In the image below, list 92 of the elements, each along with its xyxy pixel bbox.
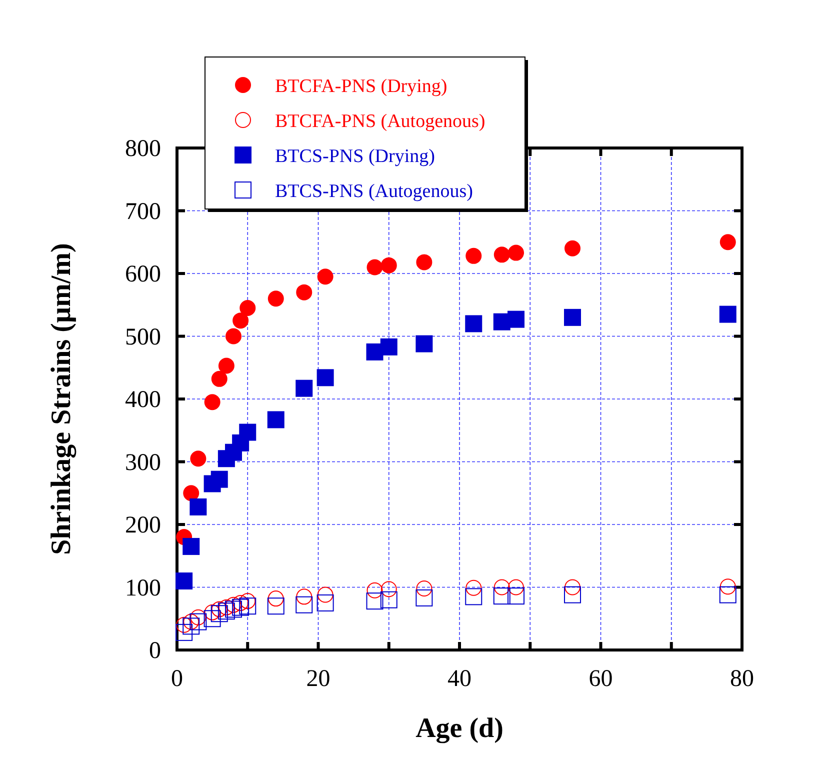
point [494, 246, 510, 263]
point [226, 596, 242, 613]
point [268, 590, 284, 607]
point [508, 244, 524, 261]
x-tick-label: 80 [730, 666, 754, 692]
point [182, 538, 200, 555]
point [240, 593, 256, 610]
y-tick-label: 0 [149, 638, 161, 664]
point [232, 312, 249, 329]
point [176, 572, 193, 590]
x-axis-title: Age (d) [416, 713, 504, 744]
point [176, 616, 192, 633]
point [190, 609, 206, 626]
point [416, 589, 433, 606]
point [317, 268, 334, 285]
point [508, 588, 524, 605]
point [211, 370, 228, 387]
point [316, 594, 334, 612]
legend-label: BTCS-PNS (Drying) [275, 146, 435, 167]
point [366, 259, 383, 276]
x-tick-label: 40 [448, 666, 472, 692]
point [493, 588, 510, 605]
point [719, 306, 736, 323]
y-axis-title: Shrinkage Strains (µm/m) [46, 243, 77, 555]
point [465, 588, 482, 606]
point [218, 599, 234, 616]
point [380, 591, 398, 608]
y-tick-label: 500 [125, 324, 161, 350]
point [183, 485, 200, 502]
point [380, 581, 397, 598]
point [296, 596, 313, 614]
y-tick-label: 800 [125, 136, 161, 162]
point [204, 604, 220, 620]
y-tick-label: 700 [125, 198, 161, 225]
point [183, 614, 200, 630]
point [465, 315, 482, 332]
point [719, 586, 736, 604]
point [204, 394, 220, 410]
point [218, 602, 235, 620]
point [225, 600, 242, 618]
point [416, 580, 432, 597]
point [317, 586, 334, 603]
point [720, 578, 736, 595]
point [176, 624, 193, 641]
point [190, 498, 207, 516]
point [416, 254, 432, 270]
point [366, 592, 384, 610]
point [239, 424, 256, 441]
point [380, 257, 397, 274]
point [240, 300, 256, 316]
point [232, 598, 250, 616]
point [218, 358, 234, 374]
point [296, 380, 313, 397]
point [564, 586, 581, 604]
y-tick-label: 100 [125, 575, 161, 602]
point [190, 613, 207, 630]
point [466, 248, 482, 264]
point [366, 582, 383, 598]
legend-label: BTCS-PNS (Autogenous) [275, 181, 473, 202]
point [508, 310, 524, 328]
point [296, 588, 312, 605]
point [226, 328, 242, 344]
y-tick-label: 300 [125, 450, 161, 476]
legend-label: BTCFA-PNS (Autogenous) [275, 111, 486, 132]
point [204, 610, 221, 628]
x-tick-label: 0 [171, 666, 183, 692]
point [239, 598, 256, 615]
point [564, 240, 580, 256]
point [190, 450, 206, 467]
point [466, 580, 482, 596]
y-tick-label: 600 [125, 262, 161, 288]
legend-label: BTCFA-PNS (Drying) [275, 76, 448, 97]
x-tick-label: 60 [588, 666, 613, 692]
point [267, 411, 284, 428]
point [316, 369, 334, 386]
y-tick-label: 200 [125, 512, 161, 538]
point [182, 618, 200, 635]
point [296, 284, 312, 300]
point [508, 579, 524, 596]
point [232, 594, 249, 611]
point [494, 579, 510, 596]
y-tick-label: 400 [125, 387, 161, 413]
point [210, 605, 228, 622]
point [564, 579, 580, 596]
point [564, 308, 581, 326]
x-tick-label: 20 [306, 666, 330, 692]
point [720, 234, 736, 250]
point [211, 601, 228, 618]
point [380, 338, 398, 356]
point [416, 335, 433, 352]
point [267, 598, 284, 615]
point [268, 290, 284, 307]
